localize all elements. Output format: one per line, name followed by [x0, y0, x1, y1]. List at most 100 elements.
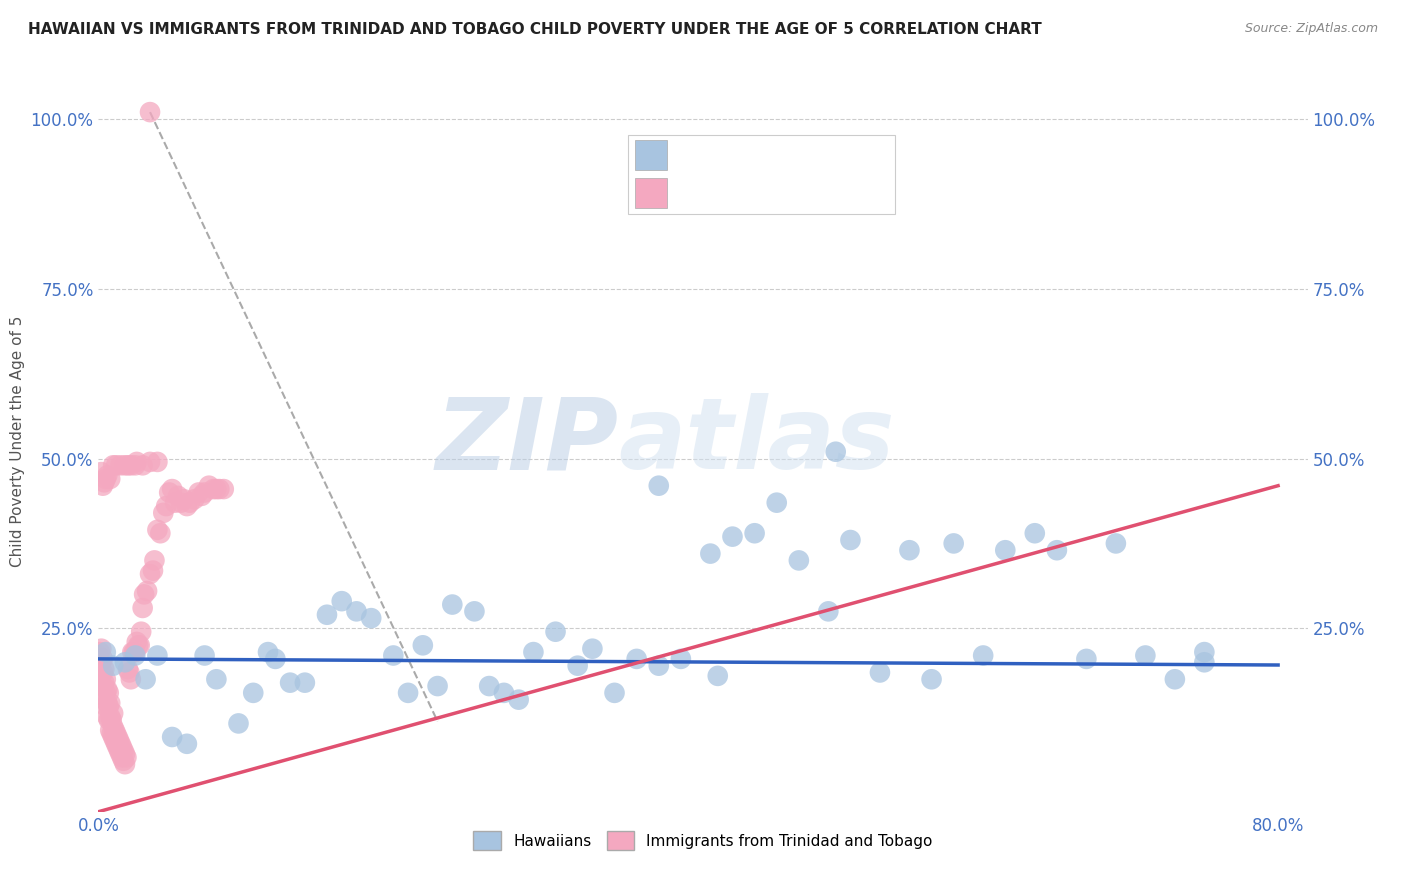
Text: R =   0.581   N = 100: R = 0.581 N = 100 [673, 186, 851, 201]
Point [994, 543, 1017, 558]
Point [198, 478, 221, 492]
Point [91, 665, 114, 680]
Point [699, 547, 721, 561]
Point [100, 713, 122, 727]
Point [1164, 673, 1187, 687]
Point [242, 686, 264, 700]
Point [96, 468, 118, 483]
Point [90, 641, 112, 656]
Point [972, 648, 994, 663]
Point [139, 566, 162, 581]
Point [89, 658, 111, 673]
Point [93, 662, 115, 676]
Point [108, 733, 131, 747]
Point [1024, 526, 1046, 541]
Point [91, 679, 114, 693]
Point [114, 757, 136, 772]
Point [107, 730, 129, 744]
Point [146, 648, 169, 663]
Point [125, 635, 148, 649]
Point [98, 696, 121, 710]
Point [117, 662, 139, 676]
Point [124, 648, 146, 663]
Point [167, 489, 190, 503]
Text: ZIP: ZIP [436, 393, 619, 490]
Point [100, 726, 122, 740]
Point [257, 645, 280, 659]
Point [98, 472, 121, 486]
Point [90, 465, 112, 479]
Point [125, 455, 148, 469]
Point [112, 743, 135, 757]
Point [101, 720, 124, 734]
Point [176, 737, 198, 751]
Point [98, 723, 121, 738]
Point [94, 686, 117, 700]
Point [94, 645, 117, 659]
Point [91, 478, 114, 492]
Point [194, 485, 217, 500]
Point [97, 699, 120, 714]
Point [105, 737, 128, 751]
Point [135, 673, 157, 687]
Point [115, 750, 138, 764]
Point [228, 716, 250, 731]
Point [94, 472, 117, 486]
Point [127, 638, 149, 652]
Point [91, 652, 114, 666]
Point [93, 690, 115, 704]
Point [110, 747, 132, 761]
Point [120, 673, 142, 687]
Point [122, 645, 145, 659]
Point [124, 645, 146, 659]
Point [869, 665, 891, 680]
Point [360, 611, 382, 625]
Point [492, 686, 515, 700]
Point [107, 740, 129, 755]
Point [96, 696, 118, 710]
Point [105, 726, 128, 740]
Point [942, 536, 965, 550]
Point [179, 496, 201, 510]
Point [205, 673, 228, 687]
Point [648, 478, 671, 492]
Point [626, 652, 648, 666]
Y-axis label: Child Poverty Under the Age of 5: Child Poverty Under the Age of 5 [10, 316, 25, 567]
Point [648, 658, 671, 673]
Point [603, 686, 626, 700]
Point [101, 658, 124, 673]
Point [412, 638, 434, 652]
Point [294, 675, 316, 690]
Point [787, 553, 810, 567]
Point [1135, 648, 1157, 663]
Point [114, 458, 136, 473]
Point [441, 598, 464, 612]
Point [765, 496, 787, 510]
Point [1076, 652, 1098, 666]
Point [669, 652, 692, 666]
Point [90, 655, 112, 669]
Point [581, 641, 603, 656]
Point [817, 604, 839, 618]
Point [278, 675, 301, 690]
Point [567, 658, 589, 673]
Point [149, 526, 172, 541]
Point [176, 499, 198, 513]
Point [124, 458, 146, 473]
Point [463, 604, 485, 618]
Point [152, 506, 174, 520]
Point [316, 607, 339, 622]
Point [839, 533, 862, 547]
Point [522, 645, 544, 659]
Text: atlas: atlas [619, 393, 894, 490]
Point [120, 458, 142, 473]
Point [143, 553, 166, 567]
Point [101, 706, 124, 721]
Point [898, 543, 921, 558]
Point [190, 489, 212, 503]
Text: HAWAIIAN VS IMMIGRANTS FROM TRINIDAD AND TOBAGO CHILD POVERTY UNDER THE AGE OF 5: HAWAIIAN VS IMMIGRANTS FROM TRINIDAD AND… [28, 22, 1042, 37]
Point [121, 645, 143, 659]
Point [330, 594, 353, 608]
Point [396, 686, 419, 700]
Point [146, 523, 169, 537]
